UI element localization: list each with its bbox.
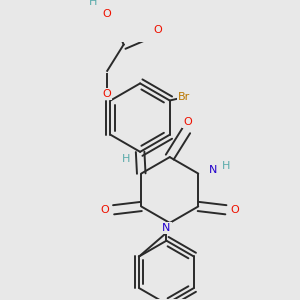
Text: O: O — [102, 9, 111, 19]
Text: H: H — [122, 154, 130, 164]
Text: N: N — [162, 223, 171, 233]
Text: O: O — [101, 205, 110, 215]
Text: O: O — [183, 117, 192, 127]
Text: O: O — [230, 205, 239, 215]
Text: O: O — [103, 89, 112, 99]
Text: H: H — [222, 161, 230, 171]
Text: O: O — [154, 25, 162, 35]
Text: H: H — [89, 0, 98, 8]
Text: N: N — [208, 165, 217, 175]
Text: Br: Br — [178, 92, 190, 102]
